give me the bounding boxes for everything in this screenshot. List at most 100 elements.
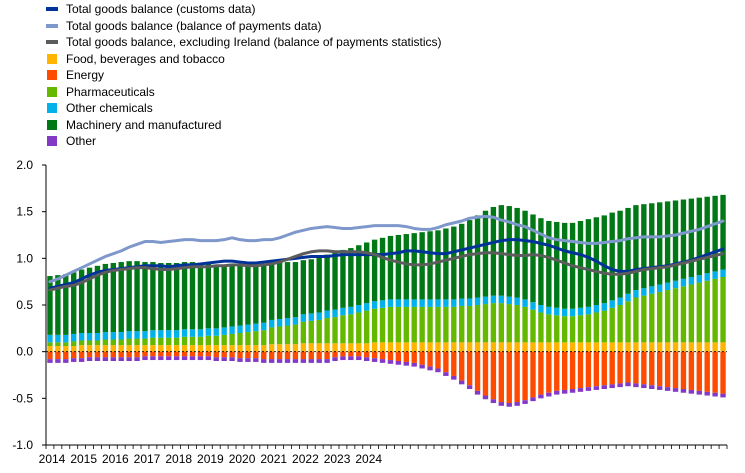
bar-other-chemicals-82 [696,275,702,283]
legend-label: Other chemicals [66,101,153,116]
bar-food-beverages-and-tobacco-48 [427,342,433,352]
bar-machinery-and-manufactured-21 [213,264,219,329]
bar-pharmaceuticals-37 [340,315,346,344]
bar-machinery-and-manufactured-74 [633,205,639,291]
legend-swatch [47,53,57,64]
bar-machinery-and-manufactured-36 [332,252,338,310]
bar-energy-54 [474,351,481,391]
bar-energy-70 [601,351,607,386]
bar-pharmaceuticals-50 [443,306,449,343]
bar-food-beverages-and-tobacco-33 [308,343,314,352]
bar-other-9 [118,357,124,361]
bar-pharmaceuticals-38 [348,314,354,344]
bar-pharmaceuticals-28 [268,327,275,345]
bar-energy-26 [253,351,259,359]
legend-swatch [46,7,58,12]
bar-other-chemicals-35 [324,310,330,319]
bar-other-chemicals-29 [276,319,283,327]
bar-energy-34 [316,351,322,360]
bar-pharmaceuticals-23 [229,333,235,346]
bar-other-chemicals-2 [63,334,69,343]
bar-energy-3 [71,351,77,359]
bar-other-57 [498,402,505,406]
bar-other-chemicals-63 [546,306,552,315]
bar-energy-24 [237,351,243,359]
bar-energy-53 [466,351,473,386]
bar-other-71 [609,384,615,389]
bar-pharmaceuticals-13 [150,337,156,346]
bar-pharmaceuticals-9 [118,339,124,346]
bar-energy-79 [672,351,679,389]
bar-energy-23 [229,351,235,358]
bar-other-82 [696,390,702,395]
bar-pharmaceuticals-79 [672,288,679,343]
bar-energy-52 [459,351,465,381]
bar-food-beverages-and-tobacco-18 [189,345,196,352]
bar-food-beverages-and-tobacco-13 [150,345,156,352]
bar-food-beverages-and-tobacco-36 [332,343,338,352]
bar-other-73 [625,382,631,387]
bar-pharmaceuticals-45 [403,306,409,343]
bar-other-chemicals-54 [474,297,481,305]
bar-energy-21 [213,351,219,358]
bar-other-79 [672,388,679,392]
x-tick-label: 2016 [102,452,129,466]
bar-energy-73 [625,351,631,383]
bar-food-beverages-and-tobacco-28 [268,344,275,352]
bar-machinery-and-manufactured-26 [253,264,259,324]
axes-layer: 2.0 1.5 1.0 0.5 0.0 -0.5 -1.0 2014 2015 2016 2017 2… [12,158,728,466]
bar-food-beverages-and-tobacco-50 [443,342,449,352]
bar-other-83 [704,391,710,396]
bar-food-beverages-and-tobacco-34 [316,343,322,352]
bar-other-47 [419,364,425,369]
legend-label: Food, beverages and tobacco [66,51,225,66]
bar-energy-19 [197,351,204,357]
bar-other-chemicals-11 [134,331,140,339]
bar-other-chemicals-79 [672,280,679,289]
bar-machinery-and-manufactured-63 [546,221,552,307]
bar-other-2 [63,359,69,363]
bar-other-11 [134,357,140,361]
bar-other-19 [197,356,204,361]
bar-other-3 [71,358,77,362]
bar-energy-62 [538,351,544,395]
bar-machinery-and-manufactured-28 [268,262,275,320]
bar-energy-80 [680,351,687,389]
bar-energy-65 [561,351,568,390]
bar-machinery-and-manufactured-15 [166,263,172,331]
bar-other-chemicals-36 [332,309,338,318]
bar-food-beverages-and-tobacco-17 [181,345,188,352]
bar-energy-14 [158,351,164,357]
bar-food-beverages-and-tobacco-32 [300,343,307,352]
bar-other-chemicals-59 [514,297,520,305]
x-tick-label: 2014 [39,452,66,466]
bar-other-30 [284,359,291,363]
bar-pharmaceuticals-54 [474,305,481,343]
bar-other-chemicals-69 [593,305,600,313]
bar-other-chemicals-55 [482,296,489,305]
bar-pharmaceuticals-34 [316,319,322,344]
bar-energy-25 [245,351,251,359]
bar-food-beverages-and-tobacco-67 [577,342,584,352]
bar-other-52 [459,380,465,385]
bar-other-chemicals-15 [166,330,172,338]
bar-machinery-and-manufactured-34 [316,257,322,313]
bar-other-chemicals-30 [284,318,291,326]
bar-food-beverages-and-tobacco-30 [284,344,291,352]
bar-other-44 [395,361,402,365]
bar-pharmaceuticals-33 [308,320,314,344]
x-tick-label: 2020 [229,452,256,466]
bar-food-beverages-and-tobacco-3 [71,346,77,352]
x-tick-label: 2019 [197,452,224,466]
bar-machinery-and-manufactured-35 [324,254,330,311]
bar-food-beverages-and-tobacco-14 [158,345,164,352]
bar-machinery-and-manufactured-12 [142,262,148,332]
bar-other-chemicals-39 [356,305,362,313]
bar-other-23 [229,357,235,361]
bar-machinery-and-manufactured-5 [86,267,93,333]
bar-pharmaceuticals-12 [142,338,148,346]
bar-other-chemicals-58 [506,296,512,305]
bar-energy-12 [142,351,148,357]
y-tick-label: 0.0 [16,345,33,359]
bar-energy-55 [482,351,489,396]
